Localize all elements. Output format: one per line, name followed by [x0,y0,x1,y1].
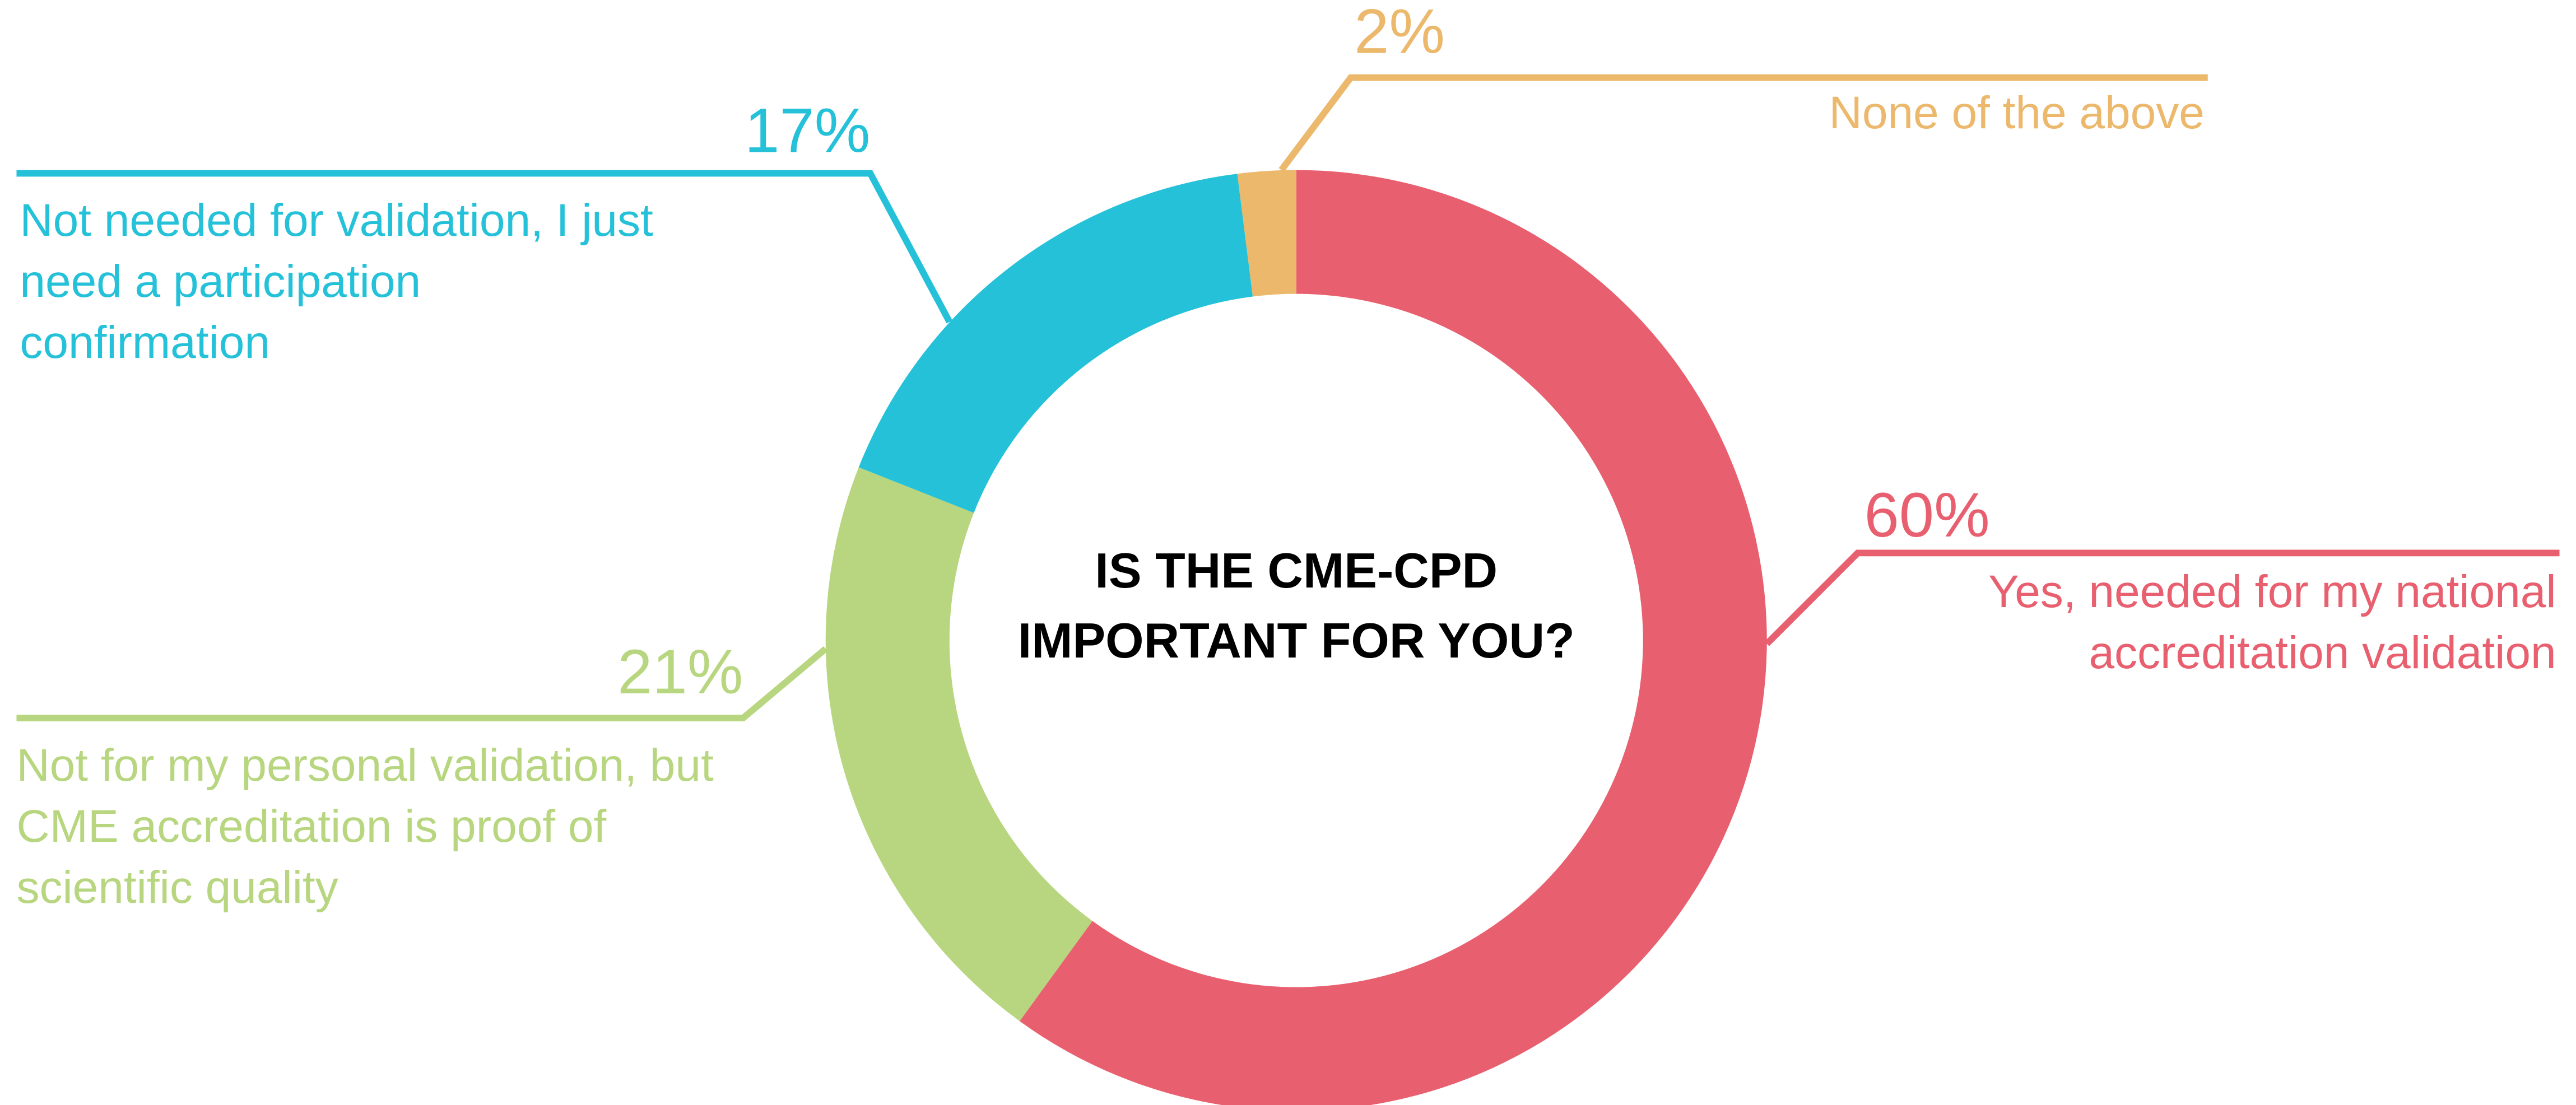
donut-segment [858,174,1253,513]
leader-line [1278,74,2208,172]
category-label: None of the above [1829,87,2205,139]
data-label: 21% [617,637,743,707]
leader-line [16,170,952,324]
data-label: 2% [1354,0,1445,66]
chart-title: IS THE CME-CPD IMPORTANT FOR YOU? [1017,543,1575,669]
donut-segment [825,467,1092,1022]
leader-line [16,646,828,722]
data-label: 60% [1864,480,1989,550]
donut-segment [1237,170,1296,297]
data-label: 17% [745,95,870,165]
donut-segment [1019,170,1767,1105]
category-label: Yes, needed for my national accreditatio… [1988,566,2556,679]
category-label: Not for my personal validation, but CME … [16,739,714,913]
leader-line [1764,549,2560,646]
category-label: Not needed for validation, I just need a… [20,194,653,368]
